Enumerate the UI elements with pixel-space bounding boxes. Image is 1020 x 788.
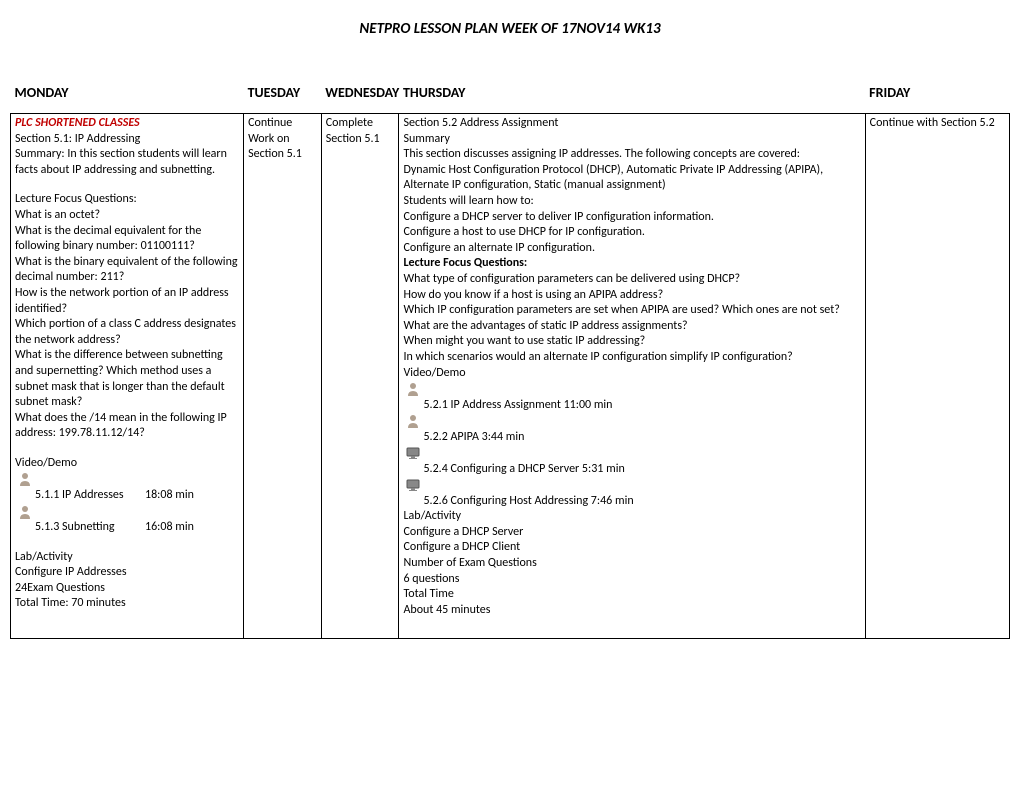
header-wednesday: WEDNESDAY bbox=[321, 78, 399, 114]
thu-l2: Configure a host to use DHCP for IP conf… bbox=[403, 225, 860, 241]
thu-v3: 5.2.4 Configuring a DHCP Server 5:31 min bbox=[403, 462, 860, 478]
fri-text: Continue with Section 5.2 bbox=[870, 116, 1005, 132]
mon-lab1: Configure IP Addresses bbox=[15, 565, 239, 581]
thu-summary: This section discusses assigning IP addr… bbox=[403, 147, 860, 163]
monitor-icon bbox=[405, 445, 421, 461]
thu-l1: Configure a DHCP server to deliver IP co… bbox=[403, 210, 860, 226]
person-icon bbox=[17, 504, 33, 520]
thu-q2: How do you know if a host is using an AP… bbox=[403, 288, 860, 304]
thu-q4: What are the advantages of static IP add… bbox=[403, 319, 860, 335]
mon-v1-name: 5.1.1 IP Addresses bbox=[35, 488, 145, 504]
header-thursday: THURSDAY bbox=[399, 78, 865, 114]
thu-video-label: Video/Demo bbox=[403, 366, 860, 382]
wednesday-cell: Complete Section 5.1 bbox=[321, 114, 399, 639]
thu-q3: Which IP configuration parameters are se… bbox=[403, 303, 860, 319]
header-monday: MONDAY bbox=[11, 78, 244, 114]
mon-q5: Which portion of a class C address desig… bbox=[15, 317, 239, 348]
mon-q3: What is the binary equivalent of the fol… bbox=[15, 255, 239, 286]
thu-total-label: Total Time bbox=[403, 587, 860, 603]
header-tuesday: TUESDAY bbox=[244, 78, 322, 114]
thu-exam-count: 6 questions bbox=[403, 572, 860, 588]
mon-exam: 24Exam Questions bbox=[15, 581, 239, 597]
thu-total: About 45 minutes bbox=[403, 603, 860, 619]
thu-lfq-label: Lecture Focus Questions: bbox=[403, 256, 860, 272]
monitor-icon bbox=[405, 477, 421, 493]
page-title: NETPRO LESSON PLAN WEEK OF 17NOV14 WK13 bbox=[10, 20, 1010, 38]
thursday-cell: Section 5.2 Address Assignment Summary T… bbox=[399, 114, 865, 639]
thu-l3: Configure an alternate IP configuration. bbox=[403, 241, 860, 257]
mon-section: Section 5.1: IP Addressing bbox=[15, 132, 239, 148]
thu-lab2: Configure a DHCP Client bbox=[403, 540, 860, 556]
thu-q5: When might you want to use static IP add… bbox=[403, 334, 860, 350]
mon-total: Total Time: 70 minutes bbox=[15, 596, 239, 612]
plc-notice: PLC SHORTENED CLASSES bbox=[15, 116, 239, 132]
header-row: MONDAY TUESDAY WEDNESDAY THURSDAY FRIDAY bbox=[11, 78, 1010, 114]
mon-q1: What is an octet? bbox=[15, 208, 239, 224]
mon-v2-name: 5.1.3 Subnetting bbox=[35, 520, 145, 536]
person-icon bbox=[405, 381, 421, 397]
monday-cell: PLC SHORTENED CLASSES Section 5.1: IP Ad… bbox=[11, 114, 244, 639]
mon-q4: How is the network portion of an IP addr… bbox=[15, 286, 239, 317]
person-icon bbox=[17, 471, 33, 487]
wed-text: Complete Section 5.1 bbox=[326, 116, 395, 147]
thu-exam-label: Number of Exam Questions bbox=[403, 556, 860, 572]
mon-q6: What is the difference between subnettin… bbox=[15, 348, 239, 410]
thu-lab-label: Lab/Activity bbox=[403, 509, 860, 525]
content-row: PLC SHORTENED CLASSES Section 5.1: IP Ad… bbox=[11, 114, 1010, 639]
thu-lab1: Configure a DHCP Server bbox=[403, 525, 860, 541]
thu-v1: 5.2.1 IP Address Assignment 11:00 min bbox=[403, 398, 860, 414]
tue-text: Continue Work on Section 5.1 bbox=[248, 116, 317, 163]
thu-learn-label: Students will learn how to: bbox=[403, 194, 860, 210]
thu-q1: What type of configuration parameters ca… bbox=[403, 272, 860, 288]
friday-cell: Continue with Section 5.2 bbox=[865, 114, 1009, 639]
thu-summary-label: Summary bbox=[403, 132, 860, 148]
thu-v2: 5.2.2 APIPA 3:44 min bbox=[403, 430, 860, 446]
mon-q7: What does the /14 mean in the following … bbox=[15, 411, 239, 442]
header-friday: FRIDAY bbox=[865, 78, 1009, 114]
mon-lab-label: Lab/Activity bbox=[15, 550, 239, 566]
lesson-plan-table: MONDAY TUESDAY WEDNESDAY THURSDAY FRIDAY… bbox=[10, 78, 1010, 639]
person-icon bbox=[405, 413, 421, 429]
thu-concepts: Dynamic Host Configuration Protocol (DHC… bbox=[403, 163, 860, 194]
thu-section: Section 5.2 Address Assignment bbox=[403, 116, 860, 132]
mon-v2-dur: 16:08 min bbox=[145, 520, 194, 536]
thu-q6: In which scenarios would an alternate IP… bbox=[403, 350, 860, 366]
mon-q2: What is the decimal equivalent for the f… bbox=[15, 224, 239, 255]
mon-v1-dur: 18:08 min bbox=[145, 488, 194, 504]
mon-lfq-label: Lecture Focus Questions: bbox=[15, 192, 239, 208]
mon-video-label: Video/Demo bbox=[15, 456, 239, 472]
tuesday-cell: Continue Work on Section 5.1 bbox=[244, 114, 322, 639]
thu-v4: 5.2.6 Configuring Host Addressing 7:46 m… bbox=[403, 494, 860, 510]
mon-summary: Summary: In this section students will l… bbox=[15, 147, 239, 178]
